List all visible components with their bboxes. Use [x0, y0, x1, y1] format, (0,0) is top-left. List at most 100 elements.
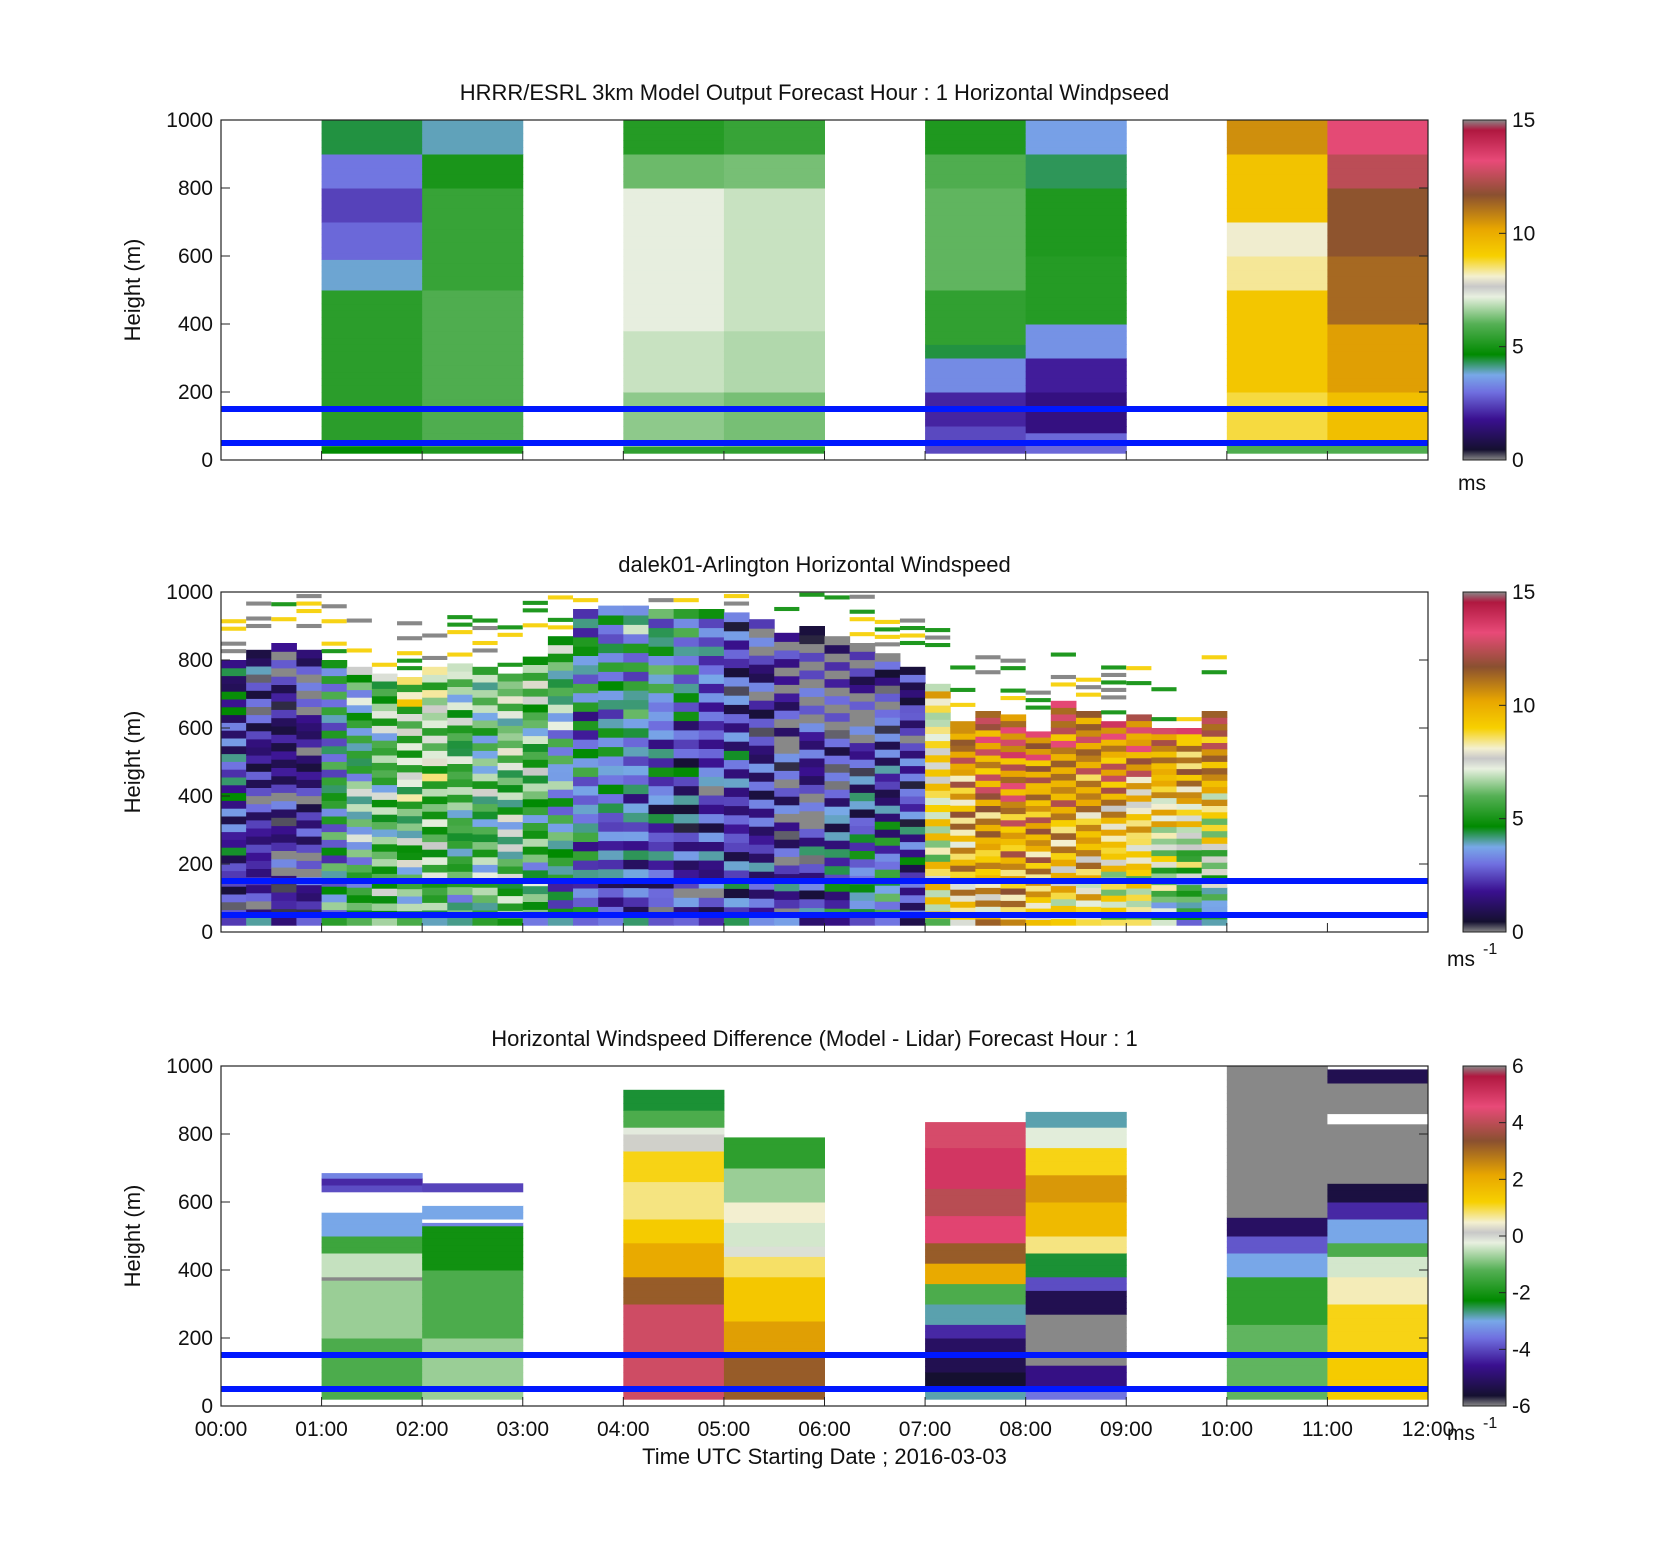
heatmap-cell — [774, 787, 800, 797]
heatmap-cell — [1327, 1236, 1429, 1244]
heatmap-cell — [1000, 770, 1027, 777]
heatmap-cell — [698, 841, 725, 852]
heatmap-cell — [296, 917, 323, 926]
heatmap-cell — [321, 1270, 423, 1278]
heatmap-cell — [824, 823, 851, 833]
heatmap-cell — [874, 741, 901, 750]
heatmap-cell — [1025, 1326, 1127, 1334]
heatmap-cell — [1201, 900, 1228, 907]
heatmap-cell — [849, 825, 876, 835]
heatmap-cell — [1226, 1079, 1328, 1088]
heatmap-cell — [1050, 766, 1077, 774]
heatmap-cell — [925, 698, 951, 706]
heatmap-cell — [749, 682, 775, 692]
heatmap-cell — [321, 419, 423, 427]
heatmap-cell — [422, 419, 524, 427]
heatmap-cell — [397, 815, 423, 824]
heatmap-cell — [723, 1188, 825, 1196]
heatmap-cell — [522, 862, 549, 871]
heatmap-cell — [623, 290, 725, 298]
heatmap-cell — [497, 681, 524, 689]
heatmap-cell — [371, 888, 398, 897]
heatmap-cell — [623, 364, 725, 373]
heatmap-cell — [925, 194, 1027, 203]
heatmap-cell — [1126, 900, 1152, 908]
heatmap-cell — [749, 673, 775, 683]
heatmap-cell — [1226, 1338, 1328, 1346]
heatmap-cell — [422, 364, 524, 373]
heatmap-cell — [1050, 780, 1077, 788]
heatmap-cell — [623, 633, 649, 644]
heatmap-cell — [447, 701, 473, 711]
heatmap-cell — [1025, 765, 1052, 772]
heatmap-cell — [1025, 364, 1127, 373]
heatmap-cell — [472, 682, 499, 691]
heatmap-cell — [346, 648, 372, 653]
heatmap-cell — [1226, 1169, 1328, 1177]
heatmap-cell — [321, 228, 423, 235]
heatmap-cell — [623, 680, 649, 691]
heatmap-cell — [497, 769, 524, 778]
heatmap-cell — [321, 277, 423, 285]
heatmap-cell — [296, 828, 323, 837]
heatmap-cell — [623, 1297, 725, 1305]
heatmap-cell — [1226, 1210, 1328, 1218]
heatmap-cell — [623, 1256, 725, 1264]
heatmap-cell — [1327, 1317, 1429, 1325]
heatmap-cell — [1025, 392, 1127, 400]
x-tick-label: 07:00 — [899, 1418, 952, 1441]
heatmap-cell — [623, 615, 649, 625]
heatmap-cell — [950, 895, 976, 902]
heatmap-cell — [1025, 1333, 1127, 1341]
heatmap-cell — [422, 1358, 524, 1366]
heatmap-cell — [723, 324, 825, 332]
heatmap-cell — [1000, 726, 1027, 734]
heatmap-cell — [497, 888, 524, 897]
heatmap-cell — [497, 806, 524, 815]
heatmap-cell — [1075, 761, 1102, 769]
heatmap-cell — [774, 839, 800, 849]
heatmap-cell — [673, 664, 700, 675]
heatmap-cell — [1075, 818, 1102, 825]
heatmap-cell — [1327, 364, 1429, 373]
heatmap-cell — [321, 358, 423, 366]
heatmap-cell — [321, 1392, 423, 1400]
heatmap-cell — [397, 801, 423, 809]
heatmap-cell — [774, 882, 800, 892]
heatmap-cell — [422, 1198, 524, 1206]
heatmap-cell — [1226, 1241, 1328, 1248]
heatmap-cell — [422, 633, 448, 638]
heatmap-cell — [1126, 801, 1152, 808]
heatmap-cell — [1327, 1113, 1429, 1120]
heatmap-cell — [950, 883, 976, 890]
heatmap-cell — [321, 1299, 423, 1307]
heatmap-cell — [547, 831, 574, 841]
heatmap-cell — [246, 852, 272, 861]
heatmap-cell — [371, 681, 398, 689]
heatmap-cell — [1101, 805, 1127, 812]
heatmap-cell — [723, 188, 825, 196]
heatmap-cell — [648, 674, 675, 684]
heatmap-cell — [1126, 888, 1152, 895]
heatmap-cell — [422, 735, 448, 744]
heatmap-cell — [623, 337, 725, 345]
heatmap-cell — [371, 777, 398, 786]
heatmap-cell — [1327, 201, 1429, 209]
heatmap-cell — [1050, 872, 1077, 880]
heatmap-cell — [849, 858, 876, 868]
heatmap-cell — [925, 1263, 1027, 1271]
heatmap-cell — [1000, 696, 1026, 701]
heatmap-cell — [1050, 720, 1077, 728]
heatmap-cell — [1025, 1188, 1127, 1196]
heatmap-cell — [1025, 215, 1127, 223]
heatmap-cell — [623, 330, 725, 339]
heatmap-cell — [723, 1215, 825, 1223]
heatmap-cell — [874, 861, 901, 870]
heatmap-cell — [1025, 1134, 1127, 1142]
heatmap-cell — [271, 850, 297, 860]
heatmap-cell — [874, 805, 901, 814]
heatmap-cell — [1101, 710, 1127, 715]
heatmap-cell — [623, 1344, 725, 1353]
heatmap-cell — [1201, 711, 1228, 718]
